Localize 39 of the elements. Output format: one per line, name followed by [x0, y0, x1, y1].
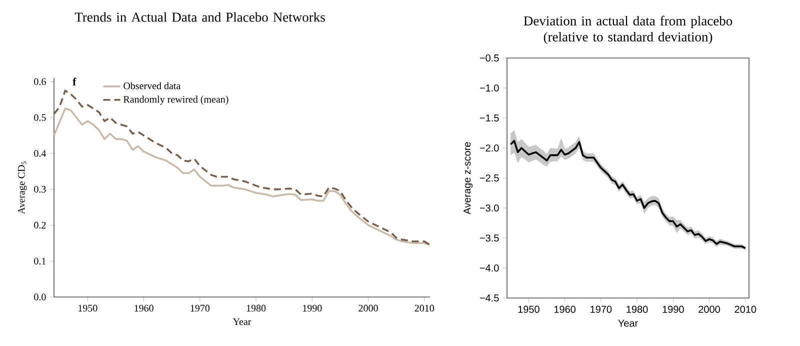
legend-label: Randomly rewired (mean)	[123, 96, 228, 105]
x-tick-label: 2010	[414, 304, 434, 312]
x-tick-label: 1960	[134, 304, 154, 312]
y-axis-title: Average z-score	[464, 142, 473, 214]
x-tick-label: 1950	[78, 304, 98, 312]
x-axis-title: Year	[232, 318, 252, 326]
x-tick-label: 1970	[190, 304, 210, 312]
y-tick-label: −3.0	[480, 204, 499, 212]
chart-title: Trends in Actual Data and Placebo Networks	[74, 12, 325, 22]
y-tick-label: −2.0	[480, 144, 499, 152]
y-tick-label: 0.5	[34, 114, 46, 121]
x-tick-label: 2000	[698, 306, 720, 313]
x-tick-label: 2000	[358, 304, 378, 312]
y-axis-title: Average CD$_{5}$	[18, 162, 27, 214]
y-tick-label: 0.0	[34, 294, 46, 300]
x-tick-label: 1990	[662, 306, 684, 313]
y-tick-label: −4.0	[480, 264, 499, 272]
legend-label: Observed data	[124, 82, 181, 90]
x-tick-label: 1980	[626, 306, 648, 313]
y-tick-label: −2.5	[480, 174, 499, 182]
y-tick-label: −3.5	[480, 234, 499, 242]
x-tick-label: 1970	[590, 306, 612, 313]
annotation: f	[72, 78, 76, 86]
y-tick-label: 0.4	[34, 150, 46, 157]
y-tick-label: 0.6	[34, 78, 46, 85]
y-tick-label: 0.3	[34, 186, 46, 193]
y-tick-label: −1.5	[480, 114, 499, 122]
y-tick-label: −0.5	[480, 54, 499, 62]
x-tick-label: 1990	[303, 304, 322, 312]
y-tick-label: −4.5	[480, 294, 499, 302]
chart-title: Deviation in actual data from placebo (relative to standard deviation)	[524, 16, 732, 44]
x-axis-title: Year	[618, 320, 638, 327]
x-tick-label: 1950	[518, 306, 540, 313]
y-tick-label: −1.0	[480, 84, 499, 92]
y-tick-label: 0.2	[34, 222, 46, 229]
x-tick-label: 2010	[734, 306, 756, 313]
x-tick-label: 1980	[246, 304, 266, 312]
y-tick-label: 0.1	[34, 258, 46, 264]
x-tick-label: 1960	[554, 306, 576, 313]
